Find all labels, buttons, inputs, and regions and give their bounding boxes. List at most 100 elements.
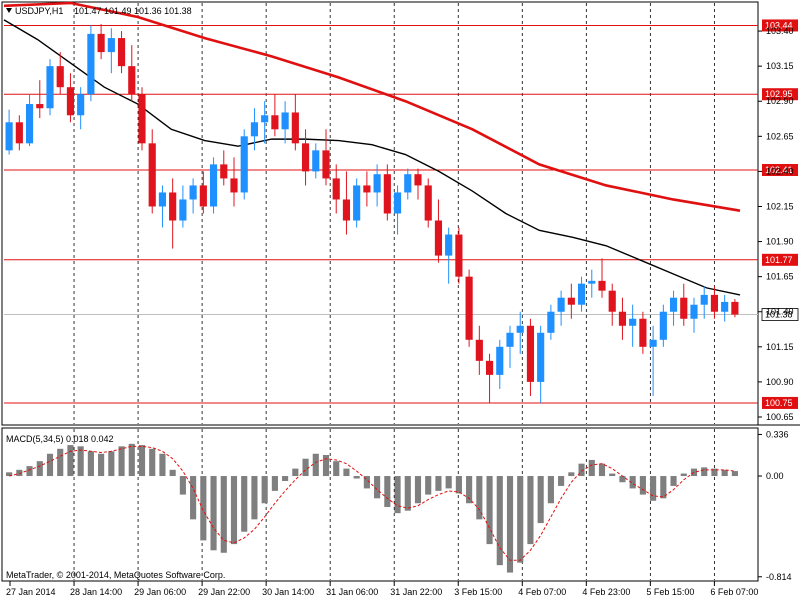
moving-averages — [3, 1, 741, 296]
macd-bar — [639, 476, 646, 495]
macd-bar — [251, 476, 258, 520]
candle-body — [87, 33, 95, 95]
candle-body — [209, 164, 218, 207]
candle-body — [128, 66, 136, 95]
candle-body — [250, 122, 259, 137]
macd-bar — [200, 476, 207, 541]
time-axis[interactable]: 27 Jan 2014 28 Jan 14:00 29 Jan 06:00 29 Ja… — [6, 581, 758, 597]
candle-body — [230, 178, 238, 193]
candle-body — [291, 112, 299, 144]
candle-body — [322, 150, 330, 179]
candle-body — [373, 174, 381, 193]
macd-bar — [609, 473, 616, 477]
candle-body — [5, 122, 13, 151]
time-label: 3 Feb 15:00 — [454, 587, 502, 597]
time-label: 28 Jan 14:00 — [70, 587, 122, 597]
candlesticks — [5, 24, 739, 403]
candle-body — [557, 297, 565, 312]
macd-bar — [282, 476, 289, 481]
macd-bar — [466, 476, 473, 504]
candle-body — [353, 185, 361, 221]
macd-bar — [558, 476, 565, 486]
macd-bar — [16, 469, 23, 477]
candle-body — [475, 339, 483, 361]
level-label: 101.77 — [765, 255, 793, 265]
candle-body — [567, 297, 575, 305]
time-label: 4 Feb 07:00 — [518, 587, 566, 597]
macd-bar — [629, 476, 636, 489]
macd-bar — [128, 443, 135, 477]
level-label-box — [762, 163, 798, 176]
macd-bar — [312, 453, 319, 477]
macd-bar — [731, 471, 738, 477]
candle-body — [485, 360, 494, 375]
candle-body — [424, 185, 432, 221]
candle-body — [77, 94, 85, 116]
price-label: 103.40 — [766, 26, 794, 36]
macd-bar — [36, 461, 43, 477]
macd-bar — [435, 476, 442, 491]
macd-bar — [179, 476, 186, 495]
macd-label: -0.814 — [766, 572, 792, 582]
chart-menu-triangle-icon[interactable] — [6, 8, 12, 13]
candle-body — [506, 332, 514, 347]
macd-bar — [333, 461, 340, 477]
macd-header: MACD(5,34,5) 0.018 0.042 — [6, 434, 114, 444]
macd-bar — [660, 476, 667, 499]
candle-body — [721, 301, 729, 312]
candle-body — [629, 318, 637, 326]
price-label: 101.90 — [766, 237, 794, 247]
candle-body — [618, 311, 627, 326]
time-label: 29 Jan 22:00 — [198, 587, 250, 597]
candle-body — [700, 294, 708, 305]
macd-bar — [46, 453, 54, 477]
macd-bar — [292, 468, 299, 477]
macd-bar — [6, 472, 13, 477]
macd-bar — [241, 476, 248, 532]
candle-body — [281, 112, 289, 130]
macd-bar — [57, 448, 64, 477]
macd-bar — [363, 476, 370, 489]
macd-bar — [169, 469, 176, 477]
candle-body — [25, 104, 34, 144]
candle-body — [496, 346, 504, 375]
candle-body — [516, 325, 524, 333]
time-label: 31 Jan 06:00 — [326, 587, 378, 597]
macd-bar — [547, 476, 554, 504]
price-label: 102.90 — [766, 96, 794, 106]
macd-bar — [680, 473, 687, 477]
macd-bar — [374, 476, 381, 499]
macd-bar — [322, 454, 330, 477]
macd-bar — [496, 476, 503, 566]
price-axis[interactable]: 103.40 103.15 102.90 102.65 102.40 102.15 101.… — [758, 26, 794, 422]
candle-body — [138, 94, 146, 144]
macd-bar — [302, 458, 309, 477]
candle-body — [434, 220, 443, 256]
chart-symbol-label: USDJPY,H1 — [15, 6, 63, 16]
level-label-box — [762, 253, 798, 266]
candle-body — [97, 33, 105, 53]
macd-bar — [414, 476, 422, 504]
macd-bar — [650, 476, 657, 501]
macd-label: 0.336 — [766, 429, 789, 439]
candle-body — [301, 143, 310, 172]
macd-bar — [98, 453, 105, 477]
price-label: 102.65 — [766, 131, 794, 141]
macd-axis: 0.336 0.00 -0.814 — [758, 429, 792, 582]
time-label: 6 Feb 07:00 — [710, 587, 758, 597]
macd-bar — [118, 446, 125, 477]
candle-body — [710, 294, 719, 312]
macd-bar — [711, 468, 718, 477]
price-label: 103.15 — [766, 61, 794, 71]
candle-body — [383, 174, 391, 214]
macd-bar — [190, 476, 197, 520]
macd-bar — [343, 468, 350, 477]
macd-bar — [138, 445, 146, 477]
macd-bar — [159, 453, 166, 477]
macd-bar — [425, 476, 432, 495]
candle-body — [240, 136, 248, 193]
price-label: 100.65 — [766, 412, 794, 422]
macd-bar — [598, 463, 606, 477]
